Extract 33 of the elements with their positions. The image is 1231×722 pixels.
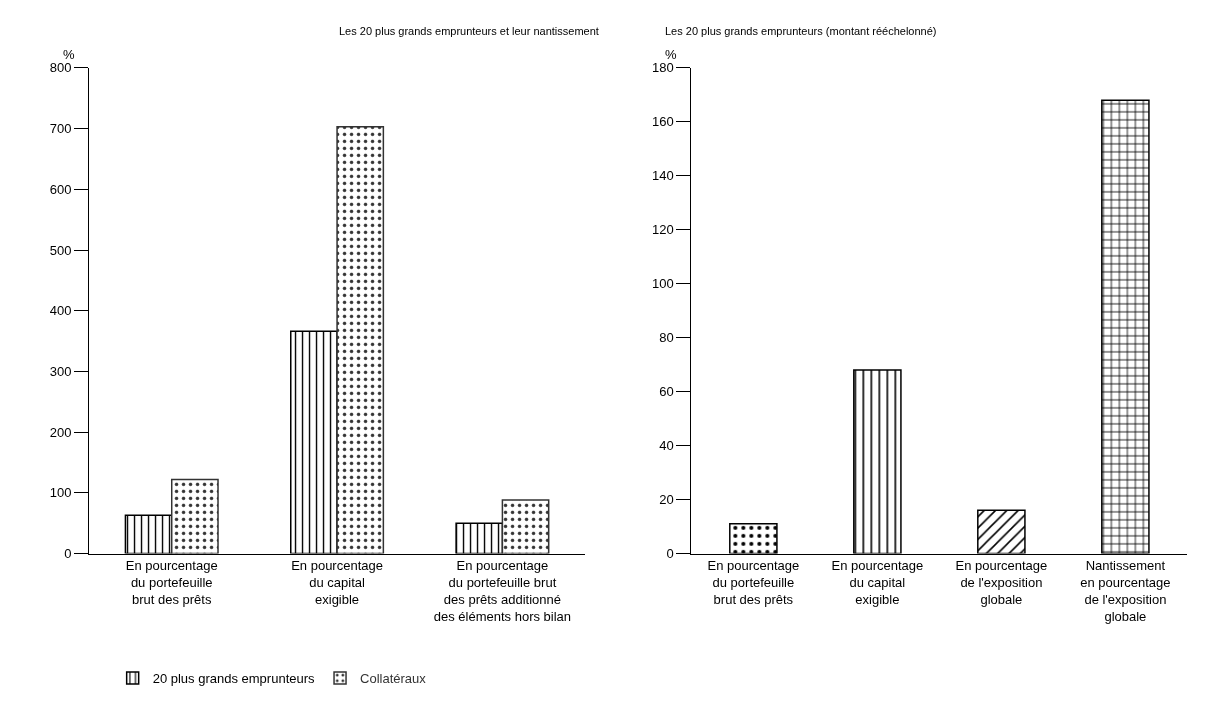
x-tick-label: En pourcentage du portefeuille brut des prêts additionné des éléments hors bilan [433,558,572,624]
x-tick-label: En pourcentage du capital exigible [831,558,924,607]
bar [170,478,219,554]
y-tick-label: 100 [652,276,674,292]
y-tick-label: 60 [659,384,674,400]
y-tick-label: 0 [64,546,72,562]
y-tick-label: 180 [652,60,674,76]
y-tick-label: 700 [49,121,72,137]
y-tick-label: 0 [666,546,674,562]
y-axis-title: % [63,47,75,62]
x-tick-label: Nantissement en pourcentage de l'exposition globale [1080,558,1171,624]
x-tick-label: En pourcentage du portefeuille brut des prêts [125,558,218,607]
x-tick-label: En pourcentage de l'exposition globale [955,558,1048,607]
y-tick-label: 300 [49,363,72,379]
bar [336,126,385,554]
y-tick-label: 40 [659,438,674,454]
chart-title: Les 20 plus grands emprunteurs et leur nantissement [339,25,599,37]
y-tick-label: 120 [652,222,674,238]
y-tick-label: 600 [49,181,72,197]
x-tick-label: En pourcentage du capital exigible [291,558,383,607]
y-tick-label: 140 [652,168,674,184]
y-tick-label: 20 [659,492,674,508]
y-tick-label: 400 [49,303,72,319]
y-tick-label: 500 [49,242,72,258]
y-tick-label: 200 [49,424,72,440]
bar [501,499,550,554]
y-tick-label: 160 [652,114,674,130]
y-tick-label: 800 [49,60,72,76]
y-axis-title: % [665,47,677,62]
y-tick-label: 100 [49,485,72,501]
y-tick-label: 80 [659,330,674,346]
x-tick-label: En pourcentage du portefeuille brut des prêts [707,558,800,607]
chart-title: Les 20 plus grands emprunteurs (montant rééchelonné) [665,25,937,37]
